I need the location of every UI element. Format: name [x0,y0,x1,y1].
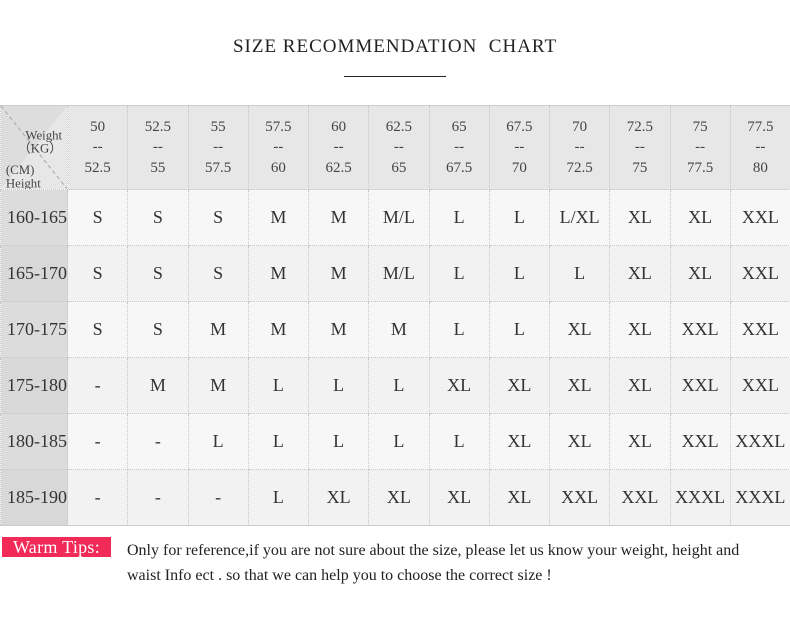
svg-text:（KG）: （KG） [18,141,62,155]
svg-text:(CM): (CM) [6,163,34,177]
svg-text:Height: Height [6,177,41,189]
